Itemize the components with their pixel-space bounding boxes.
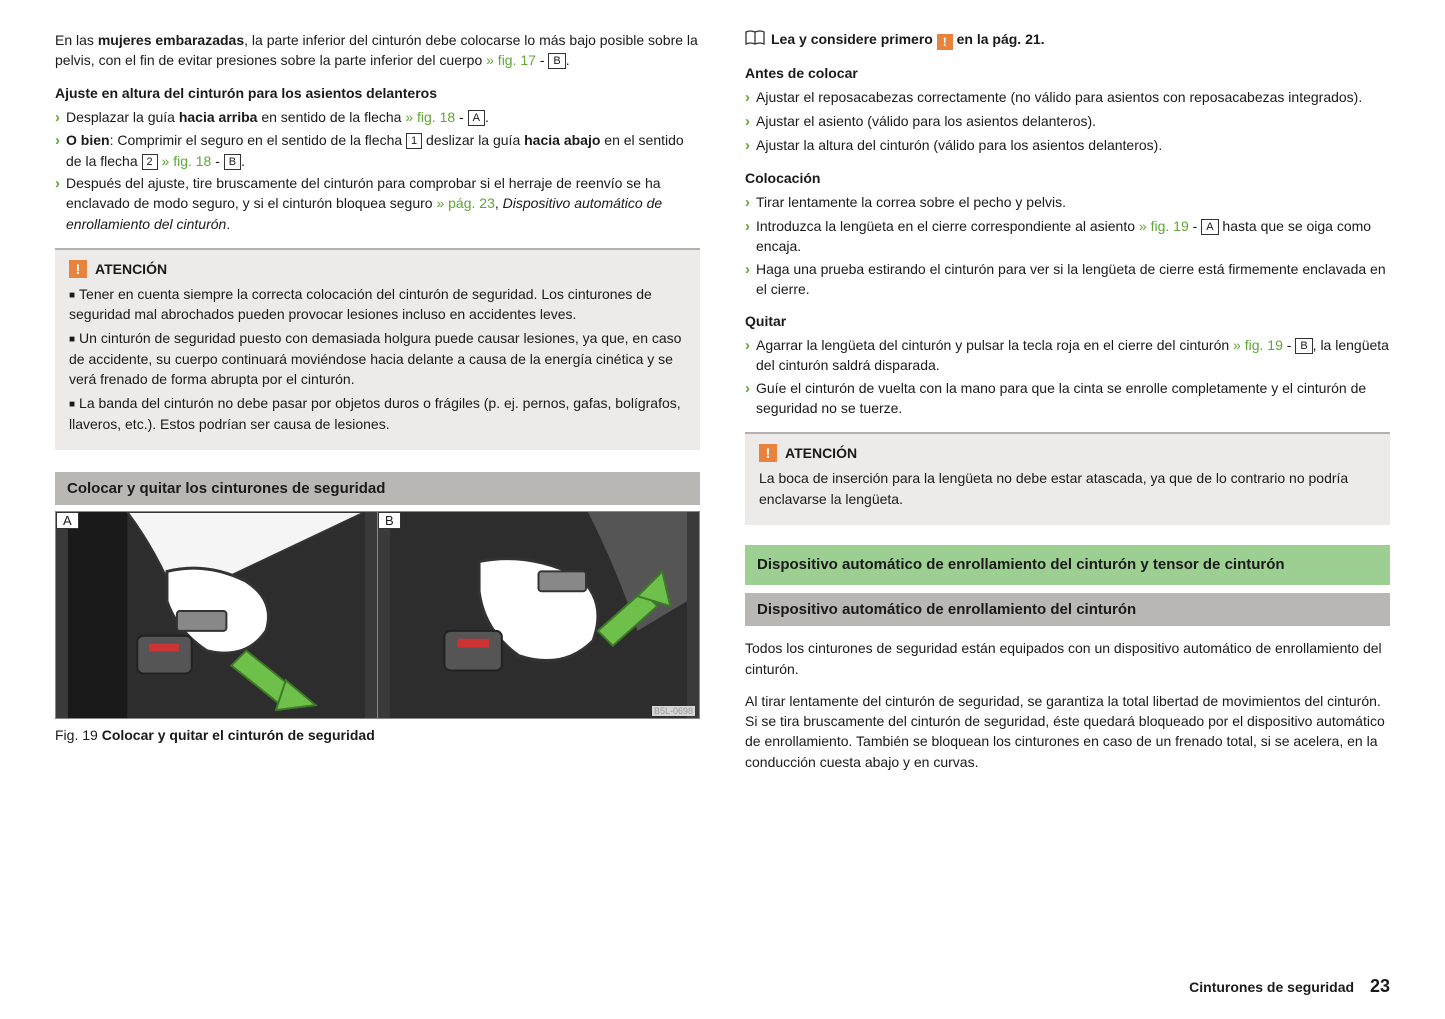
green-heading: Dispositivo automático de enrollamiento … [745, 545, 1390, 585]
figure-caption: Fig. 19 Colocar y quitar el cinturón de … [55, 727, 700, 743]
warning-item-3: ■La banda del cinturón no debe pasar por… [69, 393, 686, 434]
warning-text: La boca de inserción para la lengüeta no… [759, 468, 1376, 509]
warning-item-1: ■Tener en cuenta siempre la correcta col… [69, 284, 686, 325]
grey-heading-right: Dispositivo automático de enrollamiento … [745, 593, 1390, 626]
intro-paragraph: En las mujeres embarazadas, la parte inf… [55, 30, 700, 71]
ajuste-item-3: › Después del ajuste, tire bruscamente d… [55, 173, 700, 234]
coloc-item-2: › Introduzca la lengüeta en el cierre co… [745, 216, 1390, 257]
warning-box-left: ! ATENCIÓN ■Tener en cuenta siempre la c… [55, 248, 700, 450]
footer-section: Cinturones de seguridad [1189, 979, 1354, 995]
colocacion-title: Colocación [745, 170, 1390, 186]
chevron-icon: › [55, 130, 60, 152]
warning-icon: ! [69, 260, 87, 278]
figure-19-a: A [56, 512, 378, 718]
antes-title: Antes de colocar [745, 65, 1390, 81]
figure-code: B5L-0698 [652, 706, 695, 716]
belt-release-illustration [378, 512, 699, 718]
coloc-item-3: ›Haga una prueba estirando el cinturón p… [745, 259, 1390, 300]
read-first-line: Lea y considere primero ! en la pág. 21. [745, 30, 1390, 51]
quitar-title: Quitar [745, 313, 1390, 329]
ajuste-title: Ajuste en altura del cinturón para los a… [55, 85, 700, 101]
page-number: 23 [1370, 976, 1390, 996]
antes-item-2: ›Ajustar el asiento (válido para los asi… [745, 111, 1390, 133]
page-footer: Cinturones de seguridad 23 [1189, 976, 1390, 997]
ajuste-item-2: › O bien: Comprimir el seguro en el sent… [55, 130, 700, 171]
warning-title: ATENCIÓN [95, 261, 167, 277]
warning-icon: ! [937, 34, 953, 50]
warning-item-2: ■Un cinturón de seguridad puesto con dem… [69, 328, 686, 389]
grey-heading-left: Colocar y quitar los cinturones de segur… [55, 472, 700, 505]
chevron-icon: › [55, 107, 60, 129]
ajuste-item-1: › Desplazar la guía hacia arriba en sent… [55, 107, 700, 129]
antes-item-1: ›Ajustar el reposacabezas correctamente … [745, 87, 1390, 109]
figure-19: A B [55, 511, 700, 719]
left-column: En las mujeres embarazadas, la parte inf… [55, 30, 700, 776]
page-columns: En las mujeres embarazadas, la parte inf… [55, 30, 1390, 776]
warning-icon: ! [759, 444, 777, 462]
warning-box-right: ! ATENCIÓN La boca de inserción para la … [745, 432, 1390, 525]
antes-item-3: ›Ajustar la altura del cinturón (válido … [745, 135, 1390, 157]
figure-19-b: B B5L-0698 [378, 512, 699, 718]
paragraph-1: Todos los cinturones de seguridad están … [745, 638, 1390, 679]
warning-title: ATENCIÓN [785, 445, 857, 461]
chevron-icon: › [55, 173, 60, 195]
quitar-item-1: › Agarrar la lengüeta del cinturón y pul… [745, 335, 1390, 376]
right-column: Lea y considere primero ! en la pág. 21.… [745, 30, 1390, 776]
paragraph-2: Al tirar lentamente del cinturón de segu… [745, 691, 1390, 772]
book-icon [745, 30, 765, 51]
coloc-item-1: ›Tirar lentamente la correa sobre el pec… [745, 192, 1390, 214]
belt-insert-illustration [56, 512, 377, 718]
quitar-item-2: ›Guíe el cinturón de vuelta con la mano … [745, 378, 1390, 419]
